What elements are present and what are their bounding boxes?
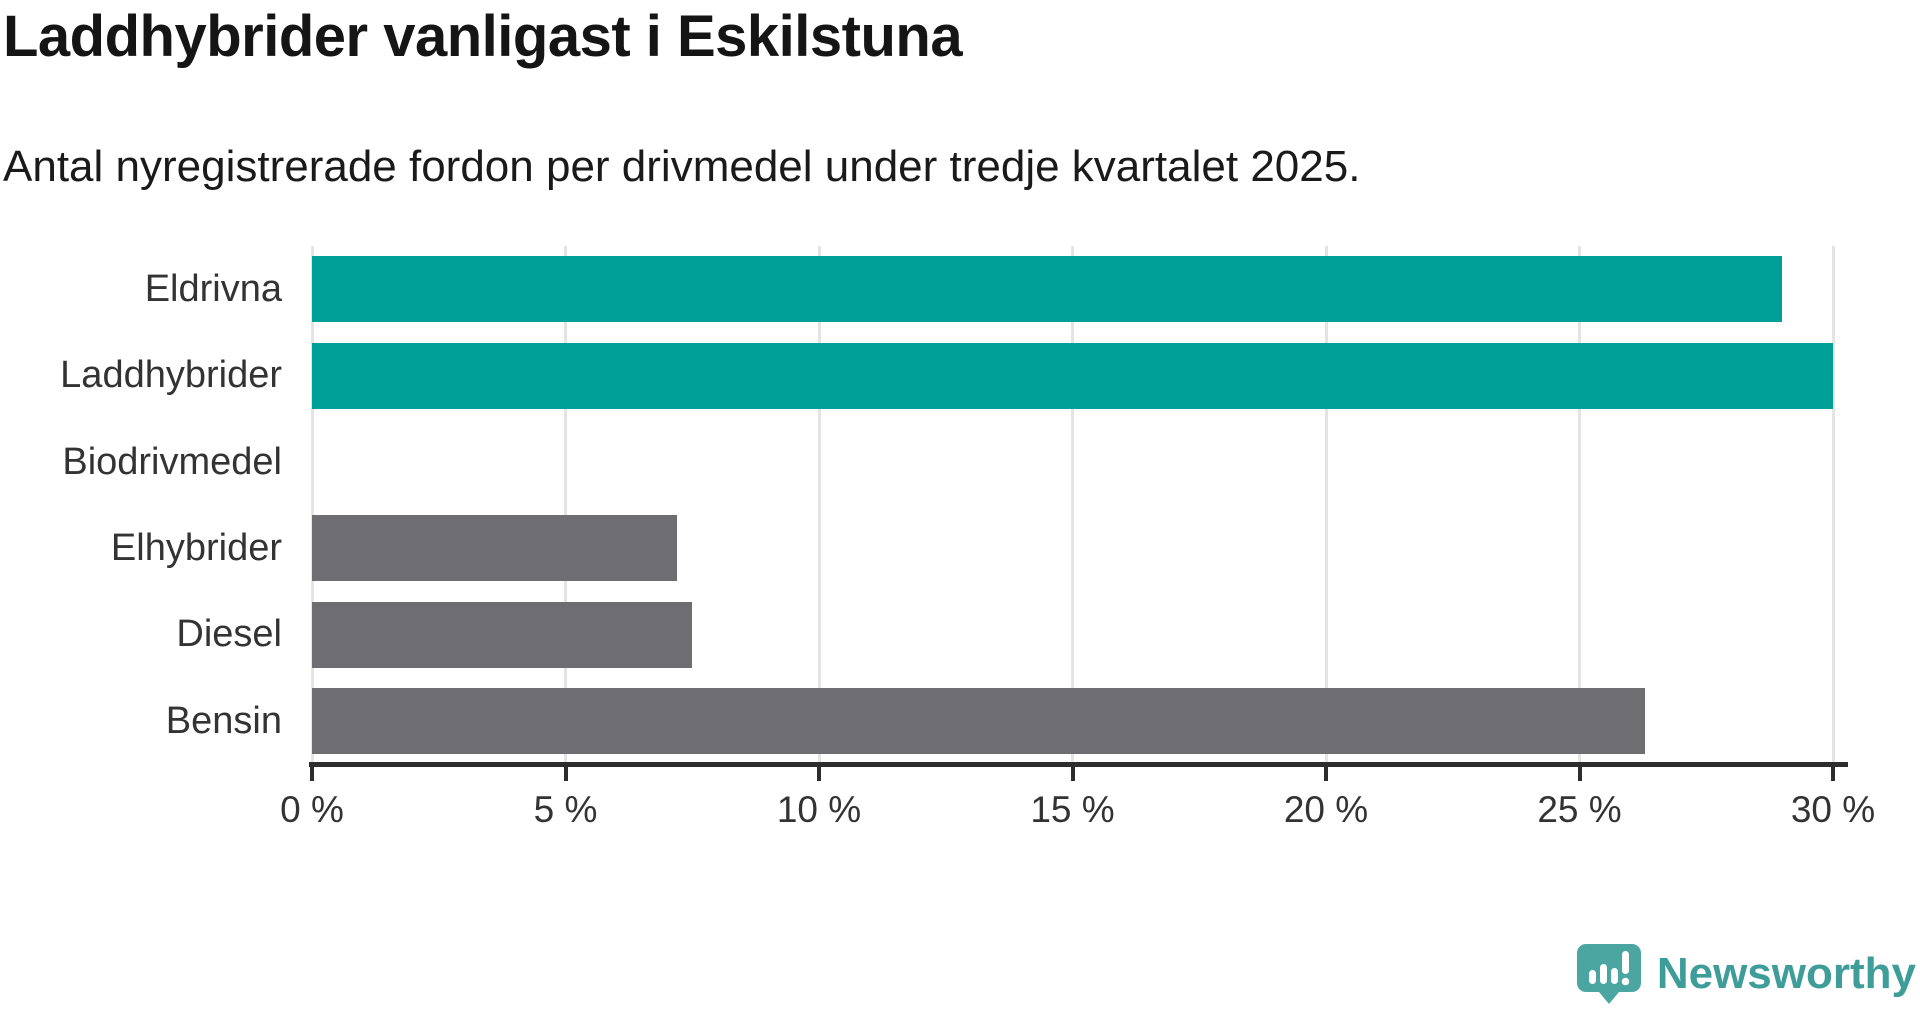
x-tick bbox=[1577, 762, 1582, 781]
newsworthy-logo-text: Newsworthy bbox=[1656, 949, 1916, 998]
y-label-elhybrider: Elhybrider bbox=[110, 527, 282, 569]
y-label-bensin: Bensin bbox=[165, 699, 282, 742]
y-label-biodrivmedel: Biodrivmedel bbox=[62, 440, 282, 483]
gridline bbox=[1071, 246, 1074, 764]
newsworthy-logo: Newsworthy bbox=[1575, 942, 1916, 1006]
bar-laddhybrider bbox=[312, 342, 1833, 409]
gridline bbox=[1578, 246, 1581, 764]
chart-title: Laddhybrider vanligast i Eskilstuna bbox=[3, 4, 963, 69]
gridline bbox=[310, 246, 314, 764]
x-tick bbox=[563, 762, 568, 781]
y-label-eldrivna: Eldrivna bbox=[144, 268, 282, 310]
x-tick-label: 0 % bbox=[280, 789, 344, 830]
bar-diesel bbox=[312, 601, 693, 668]
x-tick-label: 20 % bbox=[1283, 789, 1369, 830]
plot-area bbox=[310, 246, 1835, 764]
x-axis-line bbox=[309, 762, 1848, 767]
gridline bbox=[1831, 246, 1835, 764]
bar-eldrivna bbox=[312, 256, 1783, 323]
x-tick-label: 10 % bbox=[776, 789, 862, 830]
gridline bbox=[1324, 246, 1328, 764]
x-tick-label: 5 % bbox=[533, 789, 598, 830]
newsworthy-icon bbox=[1576, 944, 1641, 1004]
x-tick bbox=[1070, 762, 1075, 781]
gridline bbox=[817, 246, 821, 764]
x-tick-label: 25 % bbox=[1537, 789, 1622, 830]
x-tick bbox=[817, 762, 821, 781]
x-tick-label: 30 % bbox=[1790, 789, 1876, 830]
x-tick bbox=[1324, 762, 1328, 781]
bar-bensin bbox=[312, 687, 1646, 754]
x-tick-label: 15 % bbox=[1030, 789, 1115, 830]
bar-elhybrider bbox=[312, 515, 678, 582]
x-tick bbox=[1831, 762, 1835, 781]
gridline bbox=[564, 246, 567, 764]
chart-subtitle: Antal nyregistrerade fordon per drivmede… bbox=[3, 142, 1361, 191]
y-label-laddhybrider: Laddhybrider bbox=[60, 354, 282, 397]
y-label-diesel: Diesel bbox=[176, 613, 282, 656]
x-tick bbox=[310, 762, 314, 781]
